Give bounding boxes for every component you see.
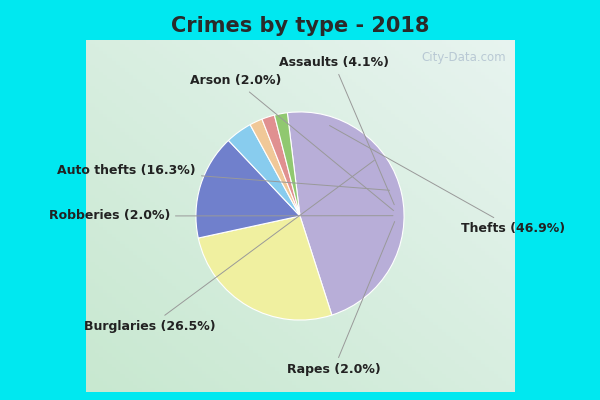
Wedge shape	[250, 119, 300, 216]
Wedge shape	[287, 112, 404, 315]
Text: Auto thefts (16.3%): Auto thefts (16.3%)	[58, 164, 389, 190]
Wedge shape	[196, 140, 300, 238]
Wedge shape	[198, 216, 332, 320]
Wedge shape	[274, 113, 300, 216]
Text: Thefts (46.9%): Thefts (46.9%)	[329, 126, 565, 235]
Text: Arson (2.0%): Arson (2.0%)	[190, 74, 394, 210]
Wedge shape	[229, 125, 300, 216]
Text: Assaults (4.1%): Assaults (4.1%)	[278, 56, 394, 205]
Text: Burglaries (26.5%): Burglaries (26.5%)	[84, 160, 374, 333]
Text: City-Data.com: City-Data.com	[421, 50, 506, 64]
Text: Crimes by type - 2018: Crimes by type - 2018	[171, 16, 429, 36]
Text: Rapes (2.0%): Rapes (2.0%)	[287, 222, 395, 376]
Text: Robberies (2.0%): Robberies (2.0%)	[49, 210, 393, 222]
Wedge shape	[262, 115, 300, 216]
